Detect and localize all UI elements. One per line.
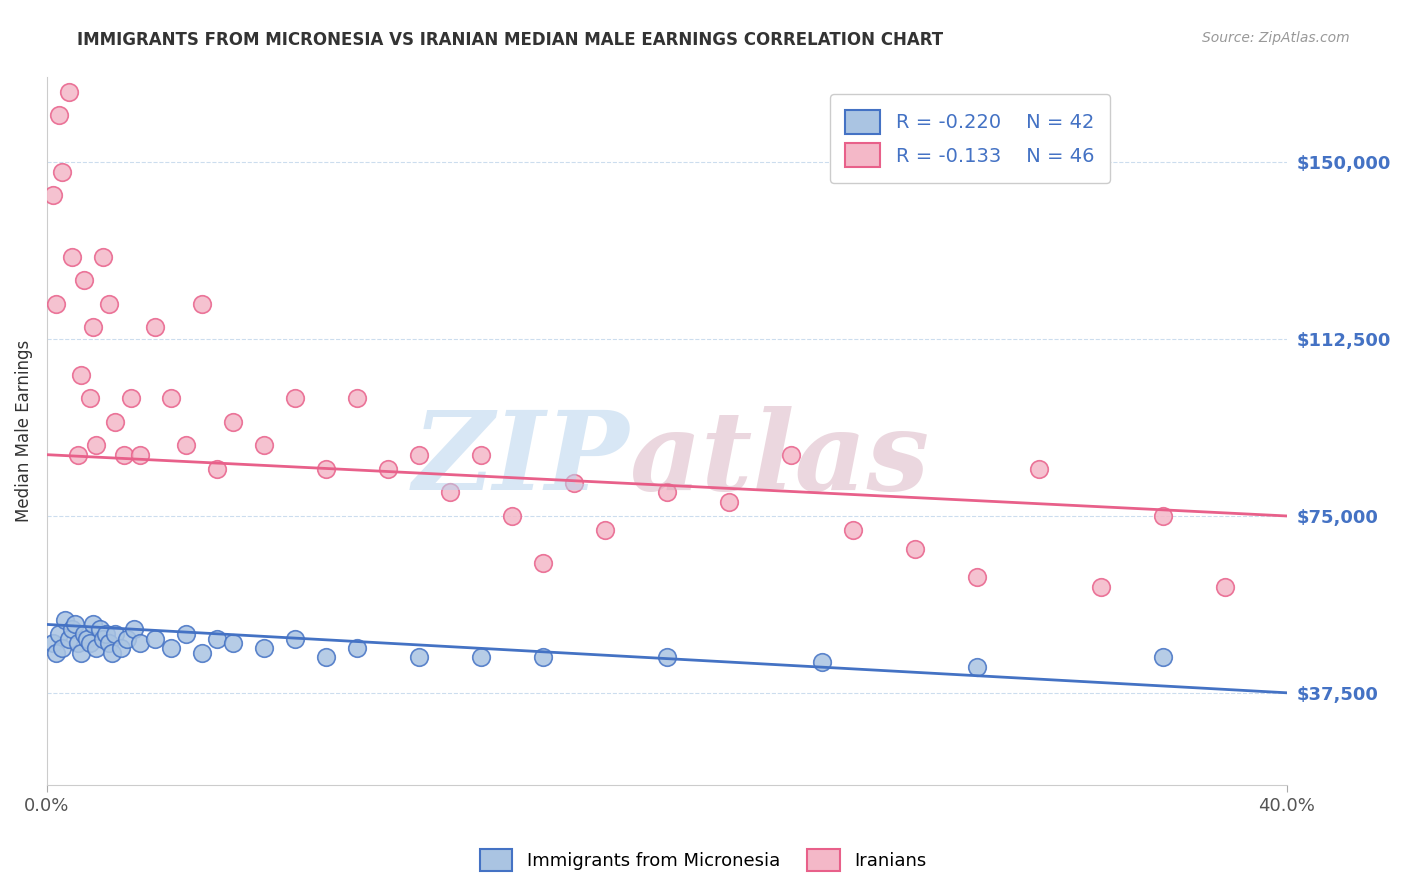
Text: ZIP: ZIP [413,406,630,513]
Point [86,438,108,452]
Point [966,570,988,584]
Point [48,108,70,122]
Point [42,188,65,202]
Point [97,636,120,650]
Point [408,650,430,665]
Point [117,632,139,646]
Point [1028,462,1050,476]
Point [717,495,740,509]
Point [1090,580,1112,594]
Point [104,415,127,429]
Point [73,627,96,641]
Point [501,508,523,523]
Point [222,415,245,429]
Point [86,640,108,655]
Point [66,448,89,462]
Point [191,297,214,311]
Point [253,438,276,452]
Point [79,391,101,405]
Point [48,627,70,641]
Point [91,632,114,646]
Point [222,636,245,650]
Point [207,632,229,646]
Text: IMMIGRANTS FROM MICRONESIA VS IRANIAN MEDIAN MALE EARNINGS CORRELATION CHART: IMMIGRANTS FROM MICRONESIA VS IRANIAN ME… [77,31,943,49]
Point [82,617,104,632]
Point [45,297,67,311]
Point [42,636,65,650]
Point [112,448,135,462]
Point [207,462,229,476]
Point [966,660,988,674]
Point [408,448,430,462]
Y-axis label: Median Male Earnings: Median Male Earnings [15,340,32,522]
Point [377,462,399,476]
Point [89,622,111,636]
Point [70,646,93,660]
Point [66,636,89,650]
Point [58,632,80,646]
Point [470,448,492,462]
Point [91,250,114,264]
Point [176,627,198,641]
Point [82,320,104,334]
Point [122,622,145,636]
Point [439,485,461,500]
Point [101,646,124,660]
Point [97,297,120,311]
Point [63,617,86,632]
Point [128,636,150,650]
Legend: Immigrants from Micronesia, Iranians: Immigrants from Micronesia, Iranians [472,842,934,879]
Point [60,250,83,264]
Point [1152,508,1174,523]
Text: Source: ZipAtlas.com: Source: ZipAtlas.com [1202,31,1350,45]
Point [45,646,67,660]
Point [128,448,150,462]
Point [76,632,98,646]
Point [145,320,167,334]
Point [470,650,492,665]
Point [73,273,96,287]
Point [1152,650,1174,665]
Point [51,640,73,655]
Point [593,523,616,537]
Point [110,640,132,655]
Point [780,448,803,462]
Point [811,655,834,669]
Point [531,556,554,570]
Point [562,475,585,490]
Legend: R = -0.220    N = 42, R = -0.133    N = 46: R = -0.220 N = 42, R = -0.133 N = 46 [830,95,1109,183]
Point [176,438,198,452]
Point [315,650,337,665]
Point [253,640,276,655]
Point [904,541,927,556]
Point [284,632,307,646]
Point [346,640,368,655]
Point [1213,580,1236,594]
Point [58,85,80,99]
Point [60,622,83,636]
Point [531,650,554,665]
Text: atlas: atlas [630,406,929,513]
Point [145,632,167,646]
Point [315,462,337,476]
Point [51,165,73,179]
Point [160,391,183,405]
Point [284,391,307,405]
Point [55,613,77,627]
Point [120,391,142,405]
Point [94,627,117,641]
Point [104,627,127,641]
Point [191,646,214,660]
Point [655,650,678,665]
Point [655,485,678,500]
Point [160,640,183,655]
Point [842,523,865,537]
Point [70,368,93,382]
Point [79,636,101,650]
Point [346,391,368,405]
